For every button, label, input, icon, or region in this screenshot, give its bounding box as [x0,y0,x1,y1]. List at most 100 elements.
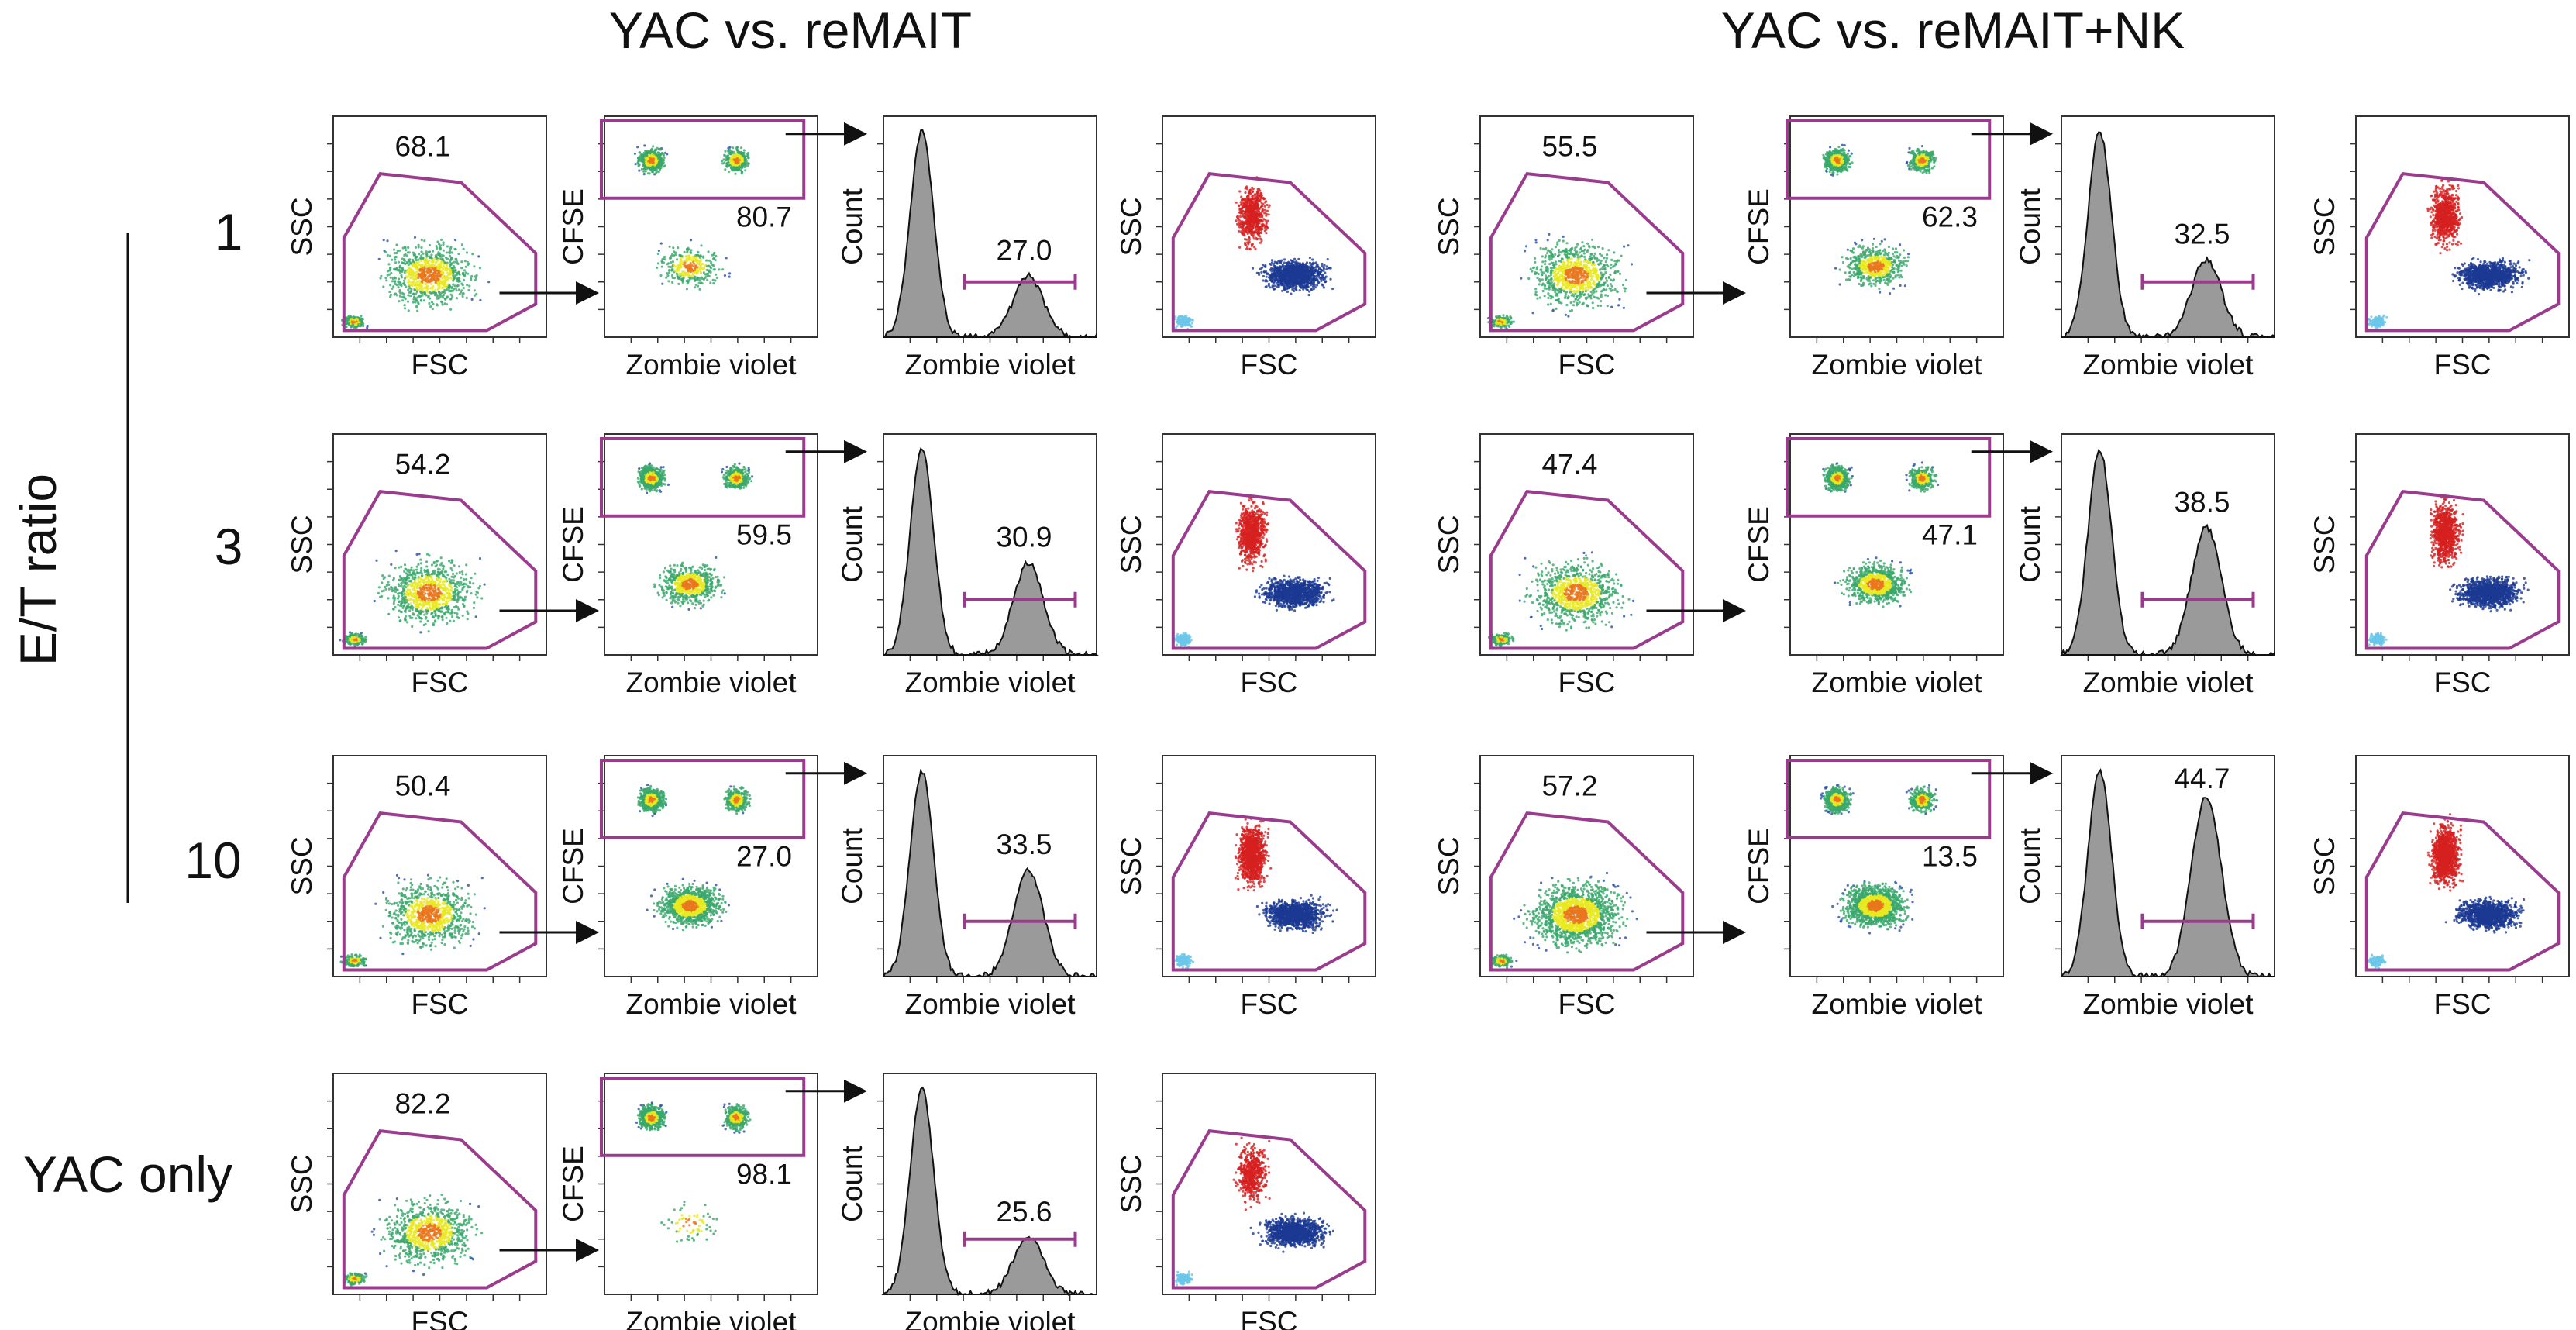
fsc-ssc-events [1488,551,1635,648]
overlay-gate-polygon [1171,1128,1367,1290]
count-axis-label: Count [836,827,868,904]
row-label-3: 3 [215,518,243,575]
zombie-axis-label: Zombie violet [625,349,797,381]
cfse-gate-rect [600,759,806,839]
fsc-ssc-gate-value: 82.2 [394,1087,450,1119]
axis-ticks [327,143,521,343]
axis-ticks [877,143,1071,343]
fsc-ssc-gate-value: 54.2 [394,448,450,480]
cfse-zombie-plot [1789,433,2004,656]
zombie-axis-label: Zombie violet [2082,988,2254,1020]
axis-ticks [877,1100,1071,1301]
count-axis-label: Count [836,188,868,264]
axis-ticks [1474,143,1668,343]
axis-ticks [2055,782,2249,983]
overlay-fsc-ssc-plot [2355,755,2570,977]
fsc-axis-label: FSC [1241,1306,1298,1330]
overlay-gate-polygon [2364,811,2561,972]
cfse-gate-value: 13.5 [1922,841,1978,873]
fsc-axis-label: FSC [412,349,469,381]
overlay-events [1175,1136,1334,1287]
fsc-axis-label: FSC [2434,349,2492,381]
cfse-gate-rect [1786,119,1992,200]
et-ratio-axis-title: E/T ratio [9,474,67,666]
ssc-axis-label: SSC [286,515,318,574]
cfse-gate-rect [1786,437,1992,518]
cfse-zombie-plot [604,433,818,656]
overlay-fsc-ssc-plot [1162,433,1376,656]
cfse-gate-rect [1786,759,1992,839]
fsc-axis-label: FSC [2434,988,2492,1020]
axis-ticks [877,782,1071,983]
row-label-yac-only: YAC only [23,1146,232,1203]
cfse-axis-label: CFSE [1743,188,1775,265]
axis-ticks [1474,782,1668,983]
fsc-ssc-events [339,550,486,648]
ssc-axis-label: SSC [2309,197,2340,256]
fsc-ssc-gate-polygon [342,171,538,332]
ssc-axis-label: SSC [286,1154,318,1213]
ssc-axis-label: SSC [1433,515,1465,574]
cfse-gate-rect [600,437,806,518]
cfse-zombie-plot [1789,115,2004,338]
count-axis-label: Count [836,505,868,582]
cfse-axis-label: CFSE [557,506,589,583]
zombie-axis-label: Zombie violet [2082,667,2254,698]
overlay-events [1174,817,1338,970]
axis-ticks [327,782,521,983]
fsc-ssc-gate-value: 68.1 [394,130,450,162]
cfse-axis-label: CFSE [557,828,589,904]
zombie-positive-value: 32.5 [2174,218,2230,250]
zombie-axis-label: Zombie violet [1811,667,1982,698]
fsc-ssc-gate-polygon [1489,489,1685,650]
axis-ticks [1156,460,1350,661]
fsc-ssc-events [343,1193,484,1287]
fsc-ssc-gate-value: 57.2 [1541,770,1597,801]
zombie-positive-value: 27.0 [996,234,1052,266]
axis-ticks [598,1100,792,1301]
fsc-ssc-gate-value: 55.5 [1541,130,1597,162]
fsc-axis-label: FSC [412,1306,469,1330]
cfse-gate-rect [600,119,806,200]
histogram-area [2060,449,2275,657]
fsc-axis-label: FSC [412,988,469,1020]
fsc-ssc-plot [1479,755,1694,977]
zombie-positive-value: 38.5 [2174,487,2230,519]
fsc-ssc-gate-polygon [342,1128,538,1290]
axis-ticks [1784,460,1978,661]
axis-ticks [1156,143,1350,343]
fsc-ssc-events [1489,871,1638,969]
histogram-area [881,1086,1097,1297]
zombie-positive-value: 30.9 [996,522,1052,553]
cfse-zombie-events [636,462,754,612]
cfse-gate-rect [600,1077,806,1157]
axis-ticks [327,460,521,661]
fsc-axis-label: FSC [1241,988,1298,1020]
zombie-axis-label: Zombie violet [625,988,797,1020]
ssc-axis-label: SSC [1433,197,1465,256]
fsc-axis-label: FSC [1558,349,1616,381]
overlay-events [2365,813,2526,970]
fsc-ssc-events [341,236,491,331]
axis-ticks [1156,782,1350,983]
overlay-gate-polygon [1171,811,1367,972]
cfse-gate-value: 59.5 [736,519,792,551]
overlay-gate-polygon [2364,171,2561,332]
overlay-gate-polygon [1171,171,1367,332]
ssc-axis-label: SSC [1115,515,1147,574]
histogram-area [2061,131,2275,339]
zombie-axis-label: Zombie violet [625,1306,797,1330]
zombie-axis-label: Zombie violet [625,667,797,698]
fsc-ssc-plot [332,433,547,656]
count-axis-label: Count [2014,505,2046,582]
axis-ticks [1784,143,1978,343]
fsc-axis-label: FSC [1558,667,1616,698]
axis-ticks [2350,143,2543,343]
ssc-axis-label: SSC [1433,836,1465,895]
zombie-positive-value: 25.6 [996,1196,1052,1228]
overlay-gate-polygon [1171,489,1367,650]
cfse-zombie-events [635,1101,752,1243]
axis-ticks [598,460,792,661]
zombie-axis-label: Zombie violet [904,1306,1076,1330]
histogram-area [2060,767,2275,978]
